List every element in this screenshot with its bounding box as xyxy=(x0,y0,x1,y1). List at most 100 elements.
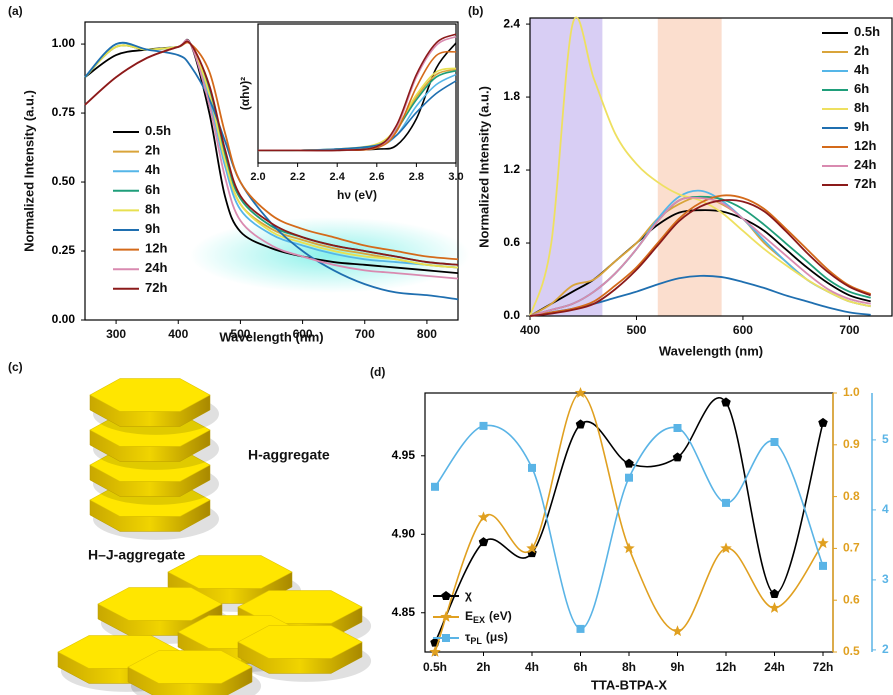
shaded-band xyxy=(530,18,602,316)
x-tick-label: 400 xyxy=(520,323,540,337)
y-tick-label: 2.4 xyxy=(503,16,520,30)
marker xyxy=(819,562,827,570)
legend-text: 12h xyxy=(854,138,876,153)
y-tick-label: 0.8 xyxy=(843,489,860,503)
x-tick-label: 700 xyxy=(839,323,859,337)
y-tick-label: 4 xyxy=(882,502,889,516)
legend-text: 4h xyxy=(145,163,160,178)
panel-label: (c) xyxy=(8,360,23,374)
diagram: (c) H-aggregate H–J-aggregate xyxy=(8,360,371,695)
x-tick-label: 2.6 xyxy=(369,171,384,183)
legend-label: 12h xyxy=(145,241,167,256)
legend-label: 6h xyxy=(145,182,160,197)
y-tick-label: 0.9 xyxy=(843,437,860,451)
y-tick-label: 4.85 xyxy=(392,605,416,619)
x-axis-title: Wavelength (nm) xyxy=(659,343,763,358)
x-tick-label: 700 xyxy=(355,327,375,341)
x-tick-label: 8h xyxy=(622,660,636,674)
series-line xyxy=(258,52,456,151)
x-tick-label: 2.0 xyxy=(250,171,265,183)
legend-label: EEX(eV) xyxy=(465,609,512,625)
y-tick-label: 5 xyxy=(882,432,889,446)
x-tick-label: 500 xyxy=(626,323,646,337)
marker xyxy=(624,459,634,468)
y-tick-label: 4.90 xyxy=(392,526,416,540)
panel-label: (b) xyxy=(468,4,483,18)
marker xyxy=(623,542,634,553)
marker xyxy=(431,483,439,491)
x-tick-label: 0.5h xyxy=(423,660,447,674)
series-line xyxy=(258,68,456,150)
diagram-label: H-aggregate xyxy=(248,447,330,463)
x-tick-label: 9h xyxy=(670,660,684,674)
legend-text: 24h xyxy=(854,157,876,172)
legend-text: 6h xyxy=(854,81,869,96)
marker xyxy=(818,418,828,427)
series-line xyxy=(258,75,456,151)
legend-label: χ xyxy=(465,588,472,602)
y-tick-label: 0.75 xyxy=(52,105,76,119)
y-tick-label: 0.25 xyxy=(52,243,76,257)
legend-text: 6h xyxy=(145,182,160,197)
y-tick-label: 0.7 xyxy=(843,541,860,555)
x-tick-label: 2.4 xyxy=(330,171,346,183)
legend-text: 0.5h xyxy=(854,24,880,39)
legend-label: 24h xyxy=(145,261,167,276)
legend-text: χ xyxy=(465,588,472,602)
legend-text: 24h xyxy=(145,261,167,276)
marker xyxy=(625,474,633,482)
x-tick-label: 800 xyxy=(417,327,437,341)
y-tick-label: 4.95 xyxy=(392,448,416,462)
legend-label: 12h xyxy=(854,138,876,153)
y-tick-label: 0.0 xyxy=(503,308,520,322)
x-tick-label: 600 xyxy=(733,323,753,337)
marker xyxy=(672,625,683,636)
legend-label: 0.5h xyxy=(145,123,171,138)
marker xyxy=(576,419,586,428)
marker xyxy=(441,591,451,600)
legend-text: PL xyxy=(470,636,482,646)
legend-text: 8h xyxy=(854,100,869,115)
y-axis-title: Normalized Intensity (a.u.) xyxy=(476,86,491,248)
diagram-label: H–J-aggregate xyxy=(88,547,185,563)
legend-text: 4h xyxy=(854,62,869,77)
legend-text: 9h xyxy=(145,221,160,236)
y-tick-label: 0.6 xyxy=(503,235,520,249)
series-line xyxy=(435,425,823,629)
legend-label: 24h xyxy=(854,157,876,172)
legend-text: 9h xyxy=(854,119,869,134)
legend-text: 12h xyxy=(145,241,167,256)
legend-text: 2h xyxy=(145,143,160,158)
y-tick-label: 0.50 xyxy=(52,174,76,188)
x-tick-label: 3.0 xyxy=(448,171,463,183)
x-tick-label: 2.2 xyxy=(290,171,305,183)
y-tick-label: 2 xyxy=(882,642,889,656)
x-tick-label: 400 xyxy=(168,327,188,341)
marker xyxy=(528,464,536,472)
marker xyxy=(674,424,682,432)
marker xyxy=(769,602,780,613)
legend-label: 0.5h xyxy=(854,24,880,39)
y-tick-label: 3 xyxy=(882,572,889,586)
x-axis-title: TTA-BTPA-X xyxy=(591,677,667,692)
x-tick-label: 2h xyxy=(476,660,490,674)
y-tick-label: 1.00 xyxy=(52,36,76,50)
legend-label: 4h xyxy=(145,163,160,178)
legend-label: 8h xyxy=(854,100,869,115)
series-line xyxy=(435,398,823,643)
x-axis-title: hν (eV) xyxy=(337,188,377,202)
legend-text: 72h xyxy=(854,176,876,191)
plot-frame xyxy=(425,393,833,652)
x-tick-label: 6h xyxy=(573,660,587,674)
legend-label: 8h xyxy=(145,202,160,217)
y-tick-label: 1.8 xyxy=(503,89,520,103)
legend-label: 9h xyxy=(854,119,869,134)
legend-label: τPL(μs) xyxy=(465,630,508,646)
legend-label: 2h xyxy=(145,143,160,158)
legend-text: 2h xyxy=(854,43,869,58)
y-axis-title: Normalized Intensity (a.u.) xyxy=(21,90,36,252)
legend-label: 4h xyxy=(854,62,869,77)
x-tick-label: 72h xyxy=(813,660,834,674)
y-tick-label: 0.00 xyxy=(52,312,76,326)
legend-text: 0.5h xyxy=(145,123,171,138)
